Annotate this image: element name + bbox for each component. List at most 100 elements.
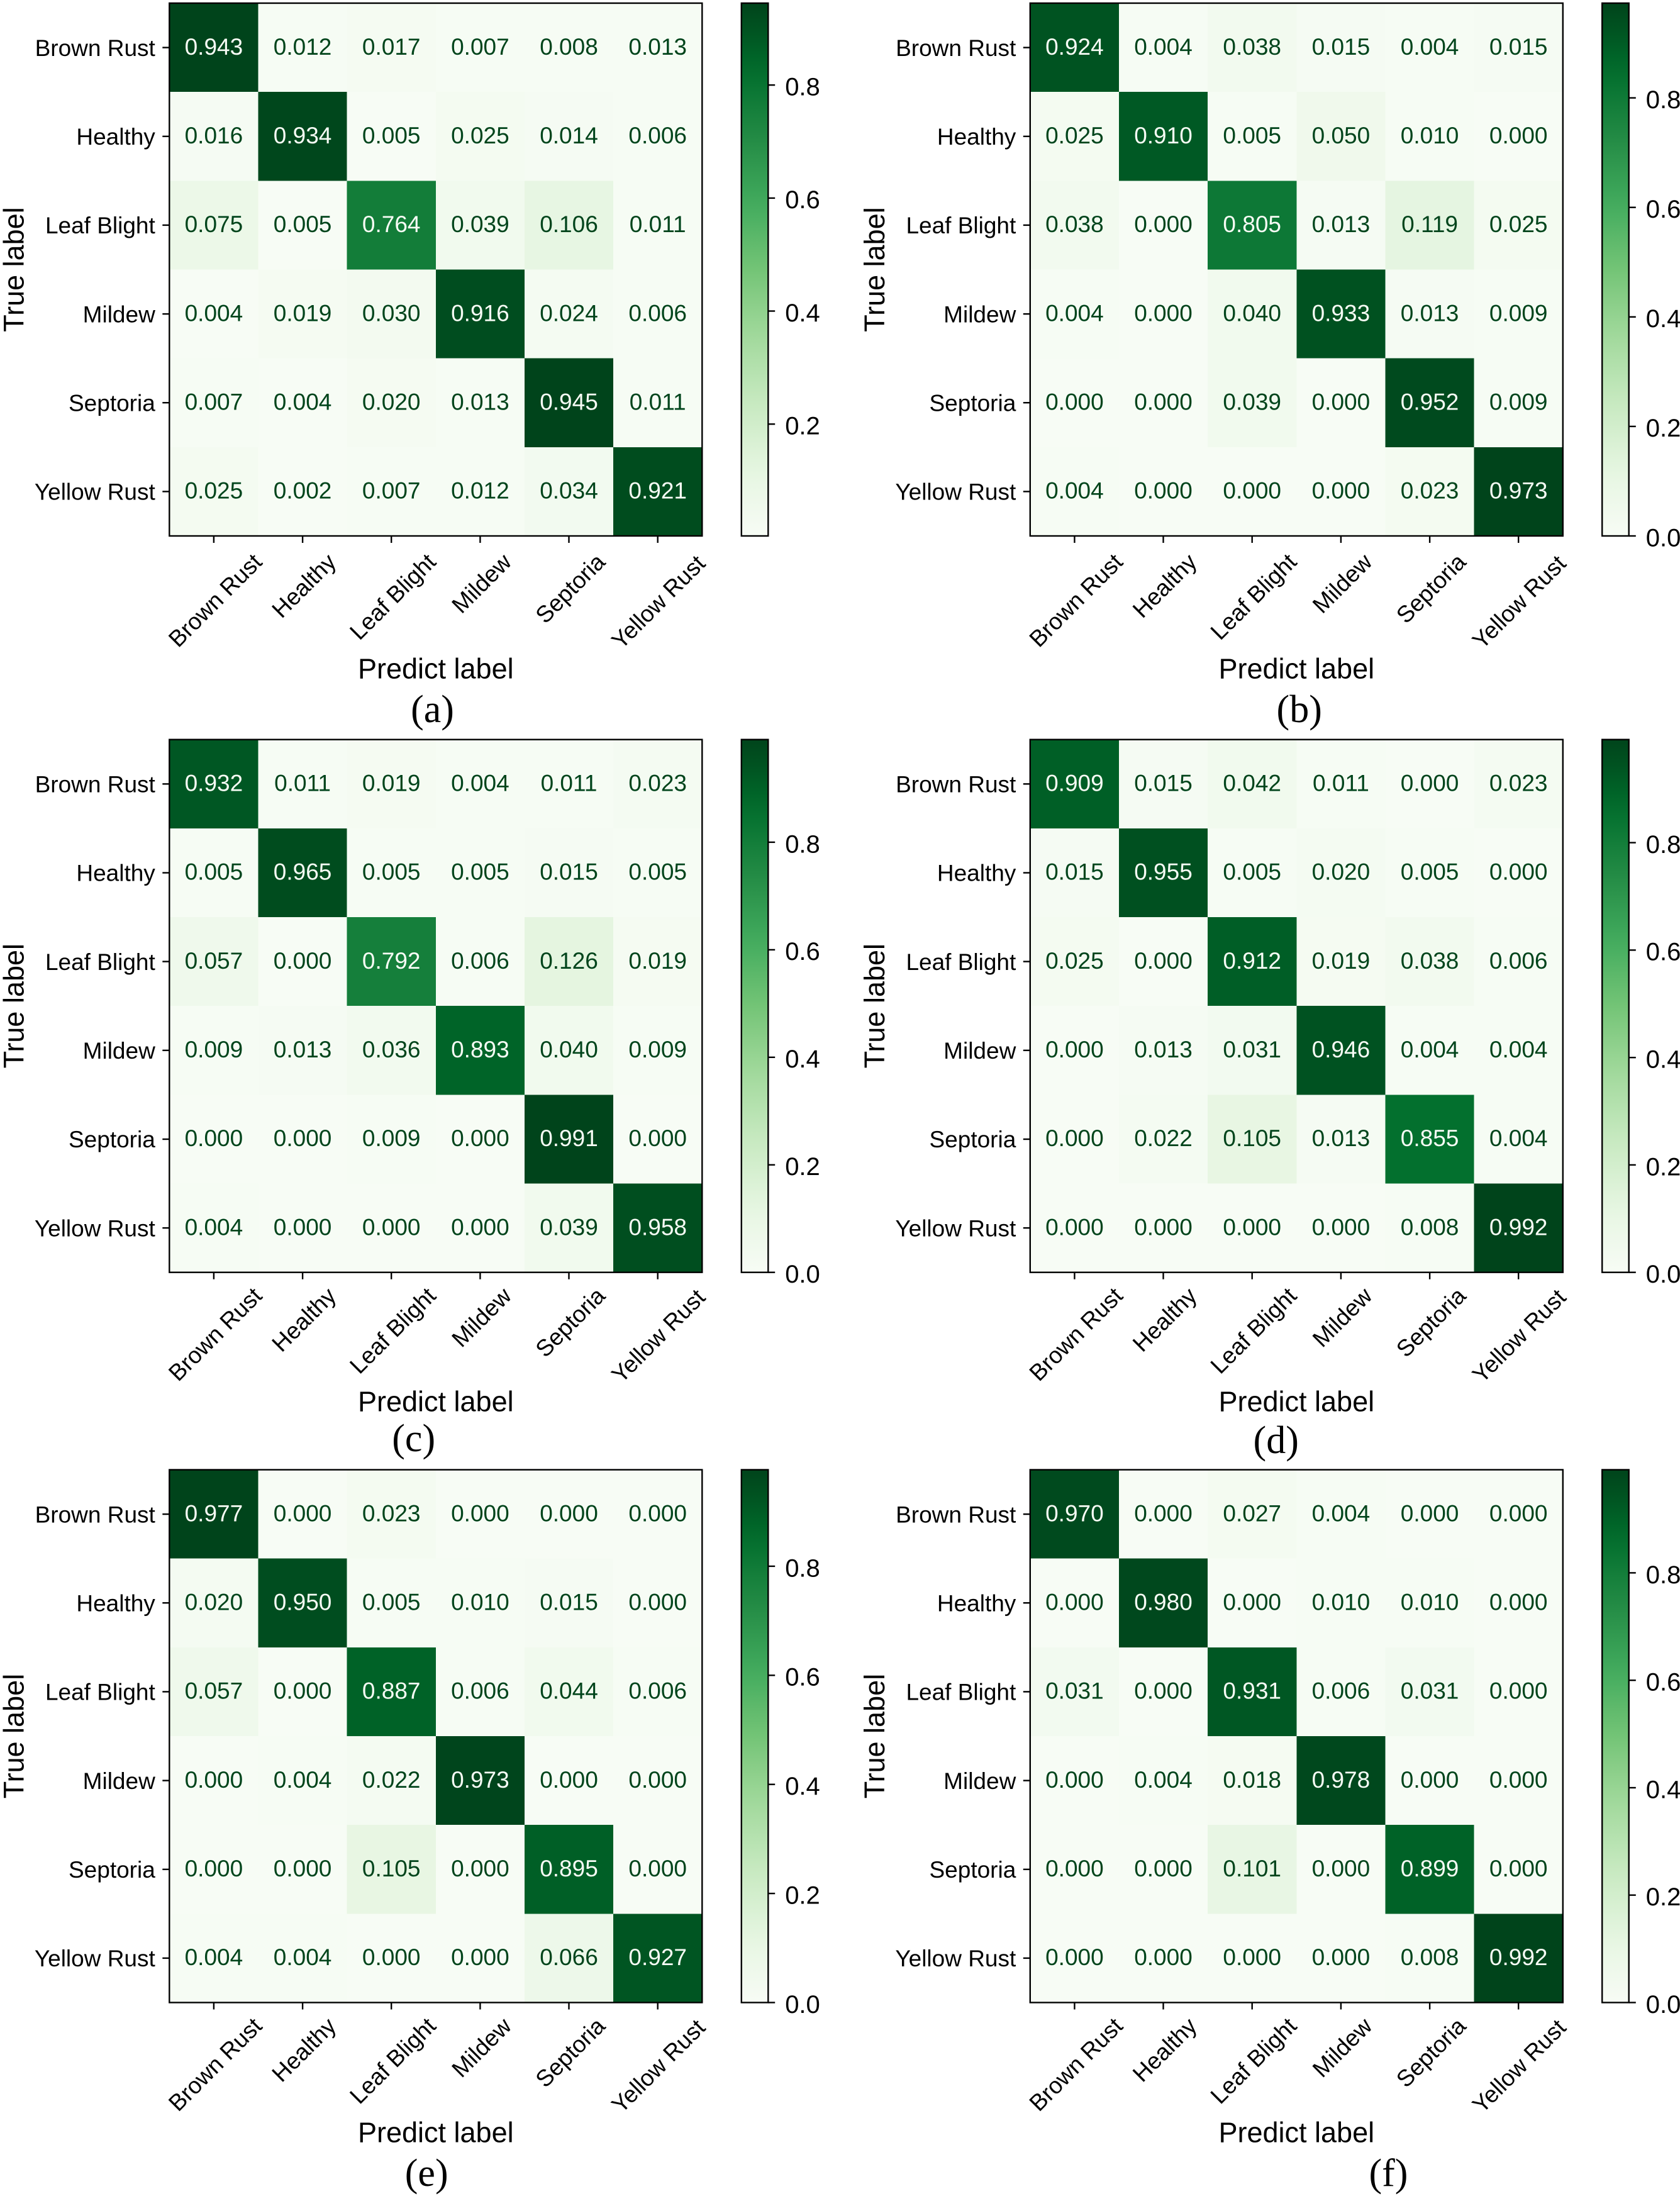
svg-text:0.6: 0.6	[1646, 196, 1680, 223]
svg-text:0.924: 0.924	[1045, 34, 1104, 60]
svg-text:(b): (b)	[1277, 688, 1322, 731]
svg-text:0.855: 0.855	[1401, 1125, 1459, 1151]
svg-text:0.000: 0.000	[628, 1767, 687, 1793]
svg-text:0.019: 0.019	[628, 948, 687, 974]
svg-text:0.000: 0.000	[628, 1856, 687, 1881]
svg-text:Predict label: Predict label	[358, 2117, 514, 2149]
svg-text:0.105: 0.105	[1223, 1125, 1281, 1151]
svg-text:0.042: 0.042	[1223, 771, 1281, 796]
svg-text:0.000: 0.000	[1489, 1678, 1548, 1704]
svg-text:0.106: 0.106	[540, 211, 598, 237]
svg-text:0.004: 0.004	[1045, 478, 1104, 504]
svg-text:0.119: 0.119	[1401, 211, 1458, 237]
svg-text:Yellow Rust: Yellow Rust	[895, 1946, 1016, 1971]
svg-text:0.010: 0.010	[1401, 1590, 1459, 1615]
svg-text:0.973: 0.973	[451, 1767, 509, 1793]
svg-text:0.009: 0.009	[628, 1037, 687, 1062]
svg-text:0.000: 0.000	[1223, 1944, 1281, 1970]
svg-text:0.895: 0.895	[540, 1856, 598, 1881]
svg-text:0.038: 0.038	[1045, 211, 1104, 237]
svg-text:0.004: 0.004	[1134, 1767, 1193, 1793]
svg-text:0.004: 0.004	[185, 300, 243, 326]
svg-text:0.000: 0.000	[274, 1214, 332, 1240]
svg-text:0.000: 0.000	[185, 1856, 243, 1881]
svg-text:0.000: 0.000	[1134, 1214, 1193, 1240]
svg-text:0.006: 0.006	[451, 948, 509, 974]
svg-text:0.008: 0.008	[1401, 1944, 1459, 1970]
svg-text:0.6: 0.6	[785, 938, 820, 966]
svg-text:0.899: 0.899	[1401, 1856, 1459, 1881]
svg-text:0.007: 0.007	[185, 389, 243, 415]
svg-text:0.0: 0.0	[1646, 524, 1680, 552]
svg-text:0.004: 0.004	[274, 1944, 332, 1970]
svg-text:Predict label: Predict label	[1218, 653, 1374, 685]
svg-text:Septoria: Septoria	[69, 1857, 155, 1883]
svg-text:0.000: 0.000	[451, 1125, 509, 1151]
svg-text:Healthy: Healthy	[937, 124, 1016, 150]
svg-text:0.909: 0.909	[1045, 771, 1104, 796]
svg-text:0.000: 0.000	[274, 1125, 332, 1151]
svg-text:0.000: 0.000	[274, 948, 332, 974]
svg-text:0.000: 0.000	[362, 1944, 421, 1970]
svg-text:0.8: 0.8	[785, 1554, 820, 1582]
svg-text:0.040: 0.040	[1223, 300, 1281, 326]
svg-text:Healthy: Healthy	[76, 1591, 155, 1617]
svg-text:0.004: 0.004	[1312, 1500, 1371, 1526]
svg-text:(f): (f)	[1369, 2152, 1408, 2195]
svg-text:0.4: 0.4	[1646, 305, 1680, 333]
svg-text:0.8: 0.8	[1646, 1561, 1680, 1589]
svg-text:0.6: 0.6	[785, 1664, 820, 1691]
svg-text:0.000: 0.000	[1312, 478, 1371, 504]
svg-text:0.4: 0.4	[785, 1045, 820, 1073]
svg-text:0.013: 0.013	[1134, 1037, 1193, 1062]
svg-text:0.015: 0.015	[540, 859, 598, 885]
svg-text:Septoria: Septoria	[69, 1127, 155, 1152]
svg-text:0.000: 0.000	[1489, 1856, 1548, 1881]
svg-text:0.000: 0.000	[540, 1767, 598, 1793]
svg-text:0.000: 0.000	[1045, 1944, 1104, 1970]
svg-text:0.991: 0.991	[540, 1125, 598, 1151]
svg-text:True label: True label	[859, 944, 891, 1068]
svg-text:0.000: 0.000	[628, 1590, 687, 1615]
svg-text:True label: True label	[0, 944, 30, 1068]
svg-text:0.000: 0.000	[1489, 859, 1548, 885]
svg-text:0.0: 0.0	[1646, 1991, 1680, 2019]
svg-text:Mildew: Mildew	[83, 1768, 155, 1794]
svg-text:0.005: 0.005	[1223, 123, 1281, 148]
svg-text:0.2: 0.2	[785, 1881, 820, 1909]
svg-text:0.977: 0.977	[185, 1500, 243, 1526]
svg-text:0.008: 0.008	[540, 34, 598, 60]
svg-text:0.023: 0.023	[1489, 771, 1548, 796]
svg-text:0.792: 0.792	[362, 948, 421, 974]
svg-text:0.015: 0.015	[540, 1590, 598, 1615]
svg-text:0.004: 0.004	[451, 771, 509, 796]
svg-text:0.105: 0.105	[362, 1856, 421, 1881]
svg-text:0.000: 0.000	[1045, 389, 1104, 415]
svg-text:0.000: 0.000	[1489, 1500, 1548, 1526]
svg-text:0.000: 0.000	[1134, 389, 1193, 415]
svg-text:0.057: 0.057	[185, 948, 243, 974]
svg-text:0.931: 0.931	[1223, 1678, 1281, 1704]
svg-text:Brown Rust: Brown Rust	[896, 772, 1016, 798]
svg-text:0.4: 0.4	[785, 299, 820, 327]
svg-text:0.022: 0.022	[1134, 1125, 1193, 1151]
svg-text:Brown Rust: Brown Rust	[896, 1502, 1016, 1527]
svg-text:0.2: 0.2	[1646, 1883, 1680, 1911]
svg-text:0.000: 0.000	[1134, 948, 1193, 974]
svg-text:0.031: 0.031	[1045, 1678, 1104, 1704]
svg-text:0.006: 0.006	[628, 1678, 687, 1704]
svg-text:0.007: 0.007	[362, 478, 421, 504]
svg-text:0.6: 0.6	[1646, 939, 1680, 966]
svg-text:Mildew: Mildew	[943, 1768, 1016, 1794]
svg-text:Healthy: Healthy	[76, 124, 155, 150]
svg-text:0.000: 0.000	[1045, 1590, 1104, 1615]
svg-text:0.017: 0.017	[362, 34, 421, 60]
svg-text:0.005: 0.005	[628, 859, 687, 885]
svg-text:0.005: 0.005	[362, 1590, 421, 1615]
svg-text:0.955: 0.955	[1134, 859, 1193, 885]
svg-text:0.933: 0.933	[1312, 300, 1371, 326]
svg-text:0.031: 0.031	[1401, 1678, 1459, 1704]
svg-text:Leaf Blight: Leaf Blight	[45, 949, 156, 975]
svg-text:Predict label: Predict label	[358, 1386, 514, 1418]
svg-text:0.978: 0.978	[1312, 1767, 1371, 1793]
